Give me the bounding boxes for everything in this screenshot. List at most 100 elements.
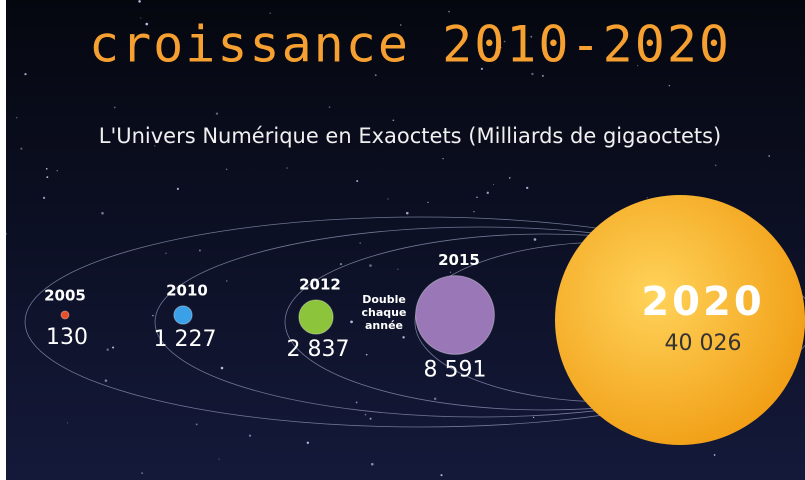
star: [503, 40, 506, 43]
bubble: [298, 299, 334, 335]
star: [269, 12, 271, 14]
star: [500, 47, 502, 49]
star: [195, 423, 198, 426]
year-label: 2005: [44, 287, 86, 305]
star: [387, 198, 389, 200]
star: [427, 201, 429, 203]
star: [532, 416, 535, 419]
star: [306, 441, 310, 444]
star: [67, 422, 69, 424]
chart-title: croissance 2010-2020: [89, 16, 731, 74]
bubble: [60, 310, 70, 320]
value-label: 8 591: [424, 357, 487, 382]
star: [220, 366, 224, 370]
star: [668, 84, 671, 87]
annotation: année: [365, 319, 403, 332]
star: [328, 106, 331, 108]
orbit: [284, 233, 805, 411]
star: [374, 74, 377, 77]
star: [402, 336, 405, 339]
star: [369, 417, 372, 420]
star: [20, 147, 23, 150]
star: [530, 35, 533, 38]
star: [198, 249, 201, 252]
star: [637, 64, 639, 67]
star: [480, 67, 484, 70]
star: [154, 145, 156, 147]
star: [350, 320, 353, 324]
year-label: 2012: [299, 275, 341, 293]
value-label: 2 837: [287, 337, 350, 362]
orbit: [24, 216, 805, 428]
star: [165, 252, 167, 255]
star: [531, 72, 534, 76]
star: [392, 119, 395, 122]
star: [433, 397, 437, 401]
star: [713, 454, 716, 456]
bubble: [415, 275, 495, 355]
annotation: chaque: [362, 306, 407, 319]
star: [46, 176, 49, 179]
chart-subtitle: L'Univers Numérique en Exaoctets (Millia…: [99, 124, 721, 148]
year-label: 2015: [438, 251, 480, 269]
star: [492, 183, 495, 186]
star: [24, 72, 27, 76]
star: [176, 187, 180, 191]
star: [397, 268, 399, 270]
orbit: [154, 226, 805, 418]
annotation: Double: [362, 293, 406, 306]
star: [145, 22, 149, 26]
star: [16, 117, 18, 119]
star: [112, 346, 115, 349]
year-label: 2020: [641, 279, 764, 325]
star: [355, 401, 358, 404]
star: [286, 167, 288, 169]
value-label: 1 227: [154, 327, 217, 352]
labels: 2005 130 2010 1 227 2012 2 837 2015 8 591 2020 40…: [44, 251, 764, 382]
star: [473, 211, 475, 213]
star: [399, 24, 402, 26]
star: [434, 133, 436, 135]
star: [138, 0, 141, 3]
star: [370, 462, 374, 466]
star: [140, 17, 142, 19]
bubble: [173, 305, 193, 325]
star: [104, 379, 108, 383]
scene: [6, 0, 805, 480]
star: [225, 168, 228, 171]
star: [440, 474, 443, 477]
star: [56, 170, 58, 172]
star: [106, 348, 109, 351]
star: [533, 238, 537, 241]
star: [356, 34, 360, 38]
star: [646, 197, 648, 199]
star: [369, 264, 372, 267]
star: [405, 211, 409, 215]
star: [365, 353, 368, 356]
star: [448, 10, 450, 13]
star: [356, 180, 359, 183]
star: [226, 280, 228, 282]
value-label: 130: [46, 325, 88, 350]
bubble: [555, 195, 805, 445]
star: [141, 472, 144, 474]
year-label: 2010: [166, 281, 208, 299]
star: [526, 186, 529, 190]
star: [486, 191, 489, 195]
star: [715, 164, 717, 167]
star: [768, 155, 771, 157]
star: [449, 271, 452, 273]
star: [359, 242, 361, 244]
star: [508, 177, 511, 179]
star: [45, 168, 48, 170]
star: [215, 112, 219, 115]
star: [101, 211, 104, 215]
star: [339, 263, 343, 266]
star: [113, 106, 116, 109]
star: [364, 413, 367, 416]
star: [152, 314, 154, 317]
bubbles: [60, 195, 805, 445]
star: [218, 458, 220, 460]
star: [42, 196, 46, 199]
